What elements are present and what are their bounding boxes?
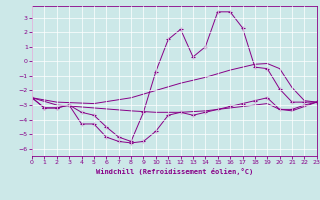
X-axis label: Windchill (Refroidissement éolien,°C): Windchill (Refroidissement éolien,°C): [96, 168, 253, 175]
